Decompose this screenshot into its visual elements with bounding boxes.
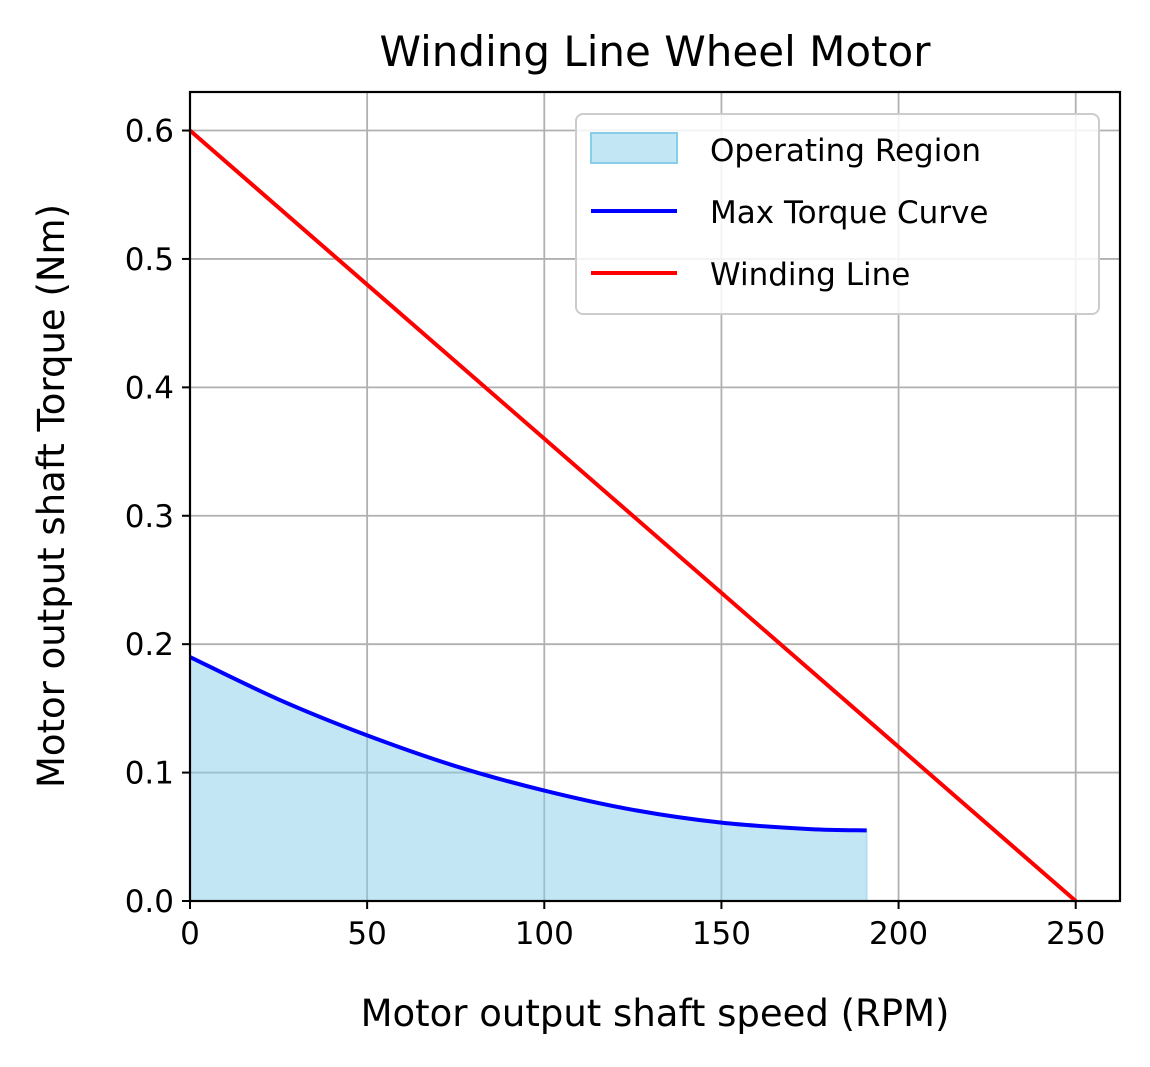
legend-label-winding-line: Winding Line [710,257,910,293]
y-tick-label: 0.5 [125,242,174,278]
series-operating-region [189,655,868,902]
x-tick-label: 50 [347,916,386,952]
plot-frame [188,90,1122,903]
y-tick-label: 0.2 [125,627,174,663]
y-tick-label: 0.3 [125,499,174,535]
y-tick-label: 0.6 [125,114,174,150]
y-axis-label: Motor output shaft Torque (Nm) [30,204,73,788]
x-tick-label: 250 [1046,916,1105,952]
axis-ticks: 0 50 100 150 200 250 0.0 0.1 0.2 0.3 0.4 0.5 0.6 [125,114,1106,952]
y-tick-label: 0.1 [125,756,174,792]
y-tick-label: 0.0 [125,884,174,920]
legend-swatch-operating-region [590,132,678,164]
legend-label-operating-region: Operating Region [710,133,981,169]
series-winding-line [188,129,1078,903]
x-axis-label: Motor output shaft speed (RPM) [361,992,950,1035]
x-tick-label: 100 [515,916,574,952]
chart-title: Winding Line Wheel Motor [380,27,932,76]
legend-label-max-torque-curve: Max Torque Curve [710,195,989,231]
x-tick-label: 0 [180,916,200,952]
legend-box [575,113,1100,315]
x-tick-label: 200 [869,916,928,952]
plot-area [188,129,1078,903]
y-tick-label: 0.4 [125,370,174,406]
legend: Operating Region Max Torque Curve Windin… [575,113,1100,315]
x-tick-label: 150 [692,916,751,952]
series-max-torque-curve [189,655,867,833]
